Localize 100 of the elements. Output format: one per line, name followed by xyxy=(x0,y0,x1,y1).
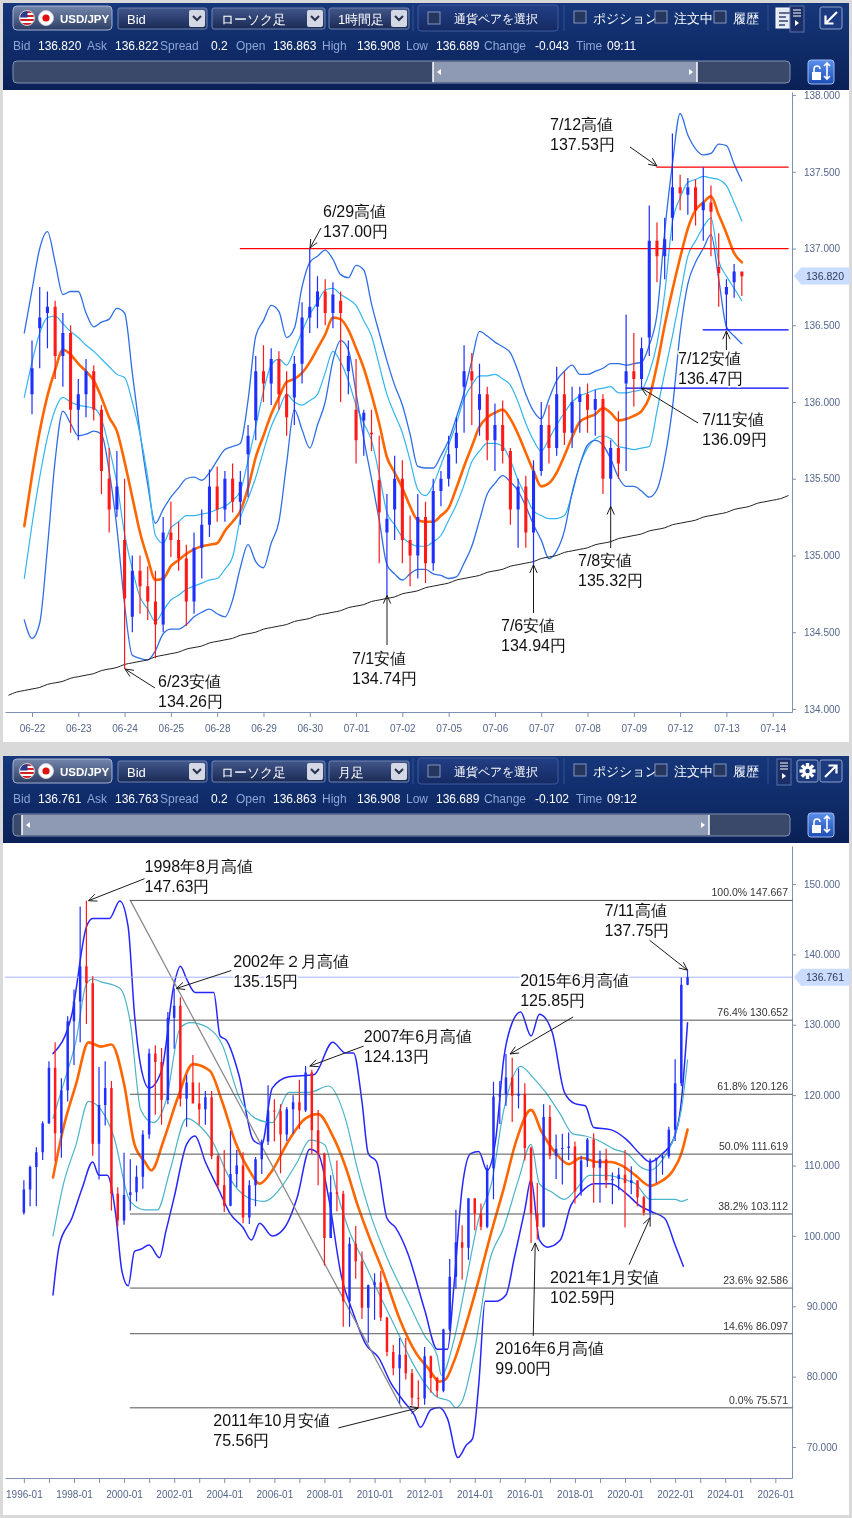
text: Low xyxy=(406,39,429,53)
candlestick xyxy=(601,394,605,495)
candlestick xyxy=(246,425,250,498)
candlestick xyxy=(138,555,142,614)
x-tick-label: 06-22 xyxy=(19,723,46,734)
x-tick-label: 07-05 xyxy=(436,723,463,734)
x-tick-label: 07-02 xyxy=(390,723,417,734)
x-tick-label: 2000-01 xyxy=(106,1489,144,1500)
text: Low xyxy=(406,792,429,806)
text: 09:12 xyxy=(607,792,638,806)
x-tick-label: 07-13 xyxy=(714,723,741,734)
series-label: 0.0% 75.571 xyxy=(729,1393,789,1406)
x-tick-label: 07-01 xyxy=(343,723,370,734)
candlestick xyxy=(30,340,34,415)
x-tick-label: 07-09 xyxy=(621,723,648,734)
candlestick xyxy=(291,1095,295,1134)
candlestick xyxy=(122,1152,126,1225)
text: 履歴 xyxy=(733,10,759,26)
text: 136.863 xyxy=(273,39,317,53)
x-tick-label: 2016-01 xyxy=(506,1489,545,1500)
ref-line-label: 136.761 xyxy=(806,970,845,983)
y-tick-label: 70.000 xyxy=(806,1441,838,1453)
y-tick-label: 130.000 xyxy=(803,1019,841,1031)
candlestick xyxy=(408,515,412,587)
text: 136.689 xyxy=(436,39,480,53)
candlestick xyxy=(598,1150,602,1203)
text: 136.863 xyxy=(273,792,317,806)
x-tick-label: 06-24 xyxy=(112,723,139,734)
dropdown: 1時間足 xyxy=(328,7,410,30)
candlestick xyxy=(709,185,713,257)
x-tick-label: 06-23 xyxy=(66,723,93,734)
y-tick-label: 80.000 xyxy=(806,1371,838,1383)
annotation: 7/11安値 136.09円 xyxy=(702,411,767,448)
y-tick-label: 134.500 xyxy=(803,626,841,638)
annotation: 6/23安値 134.26円 xyxy=(158,673,223,710)
candlestick xyxy=(554,1134,558,1179)
text: Ask xyxy=(87,39,108,53)
text: Time xyxy=(576,792,603,806)
y-tick-label: 120.000 xyxy=(803,1089,841,1101)
y-tick-label: 136.000 xyxy=(803,396,841,408)
dropdown: ローソク足 xyxy=(211,760,326,783)
x-tick-label: 1996-01 xyxy=(6,1489,44,1500)
text: 注文中 xyxy=(674,10,713,26)
button: USD/JPY xyxy=(12,758,113,784)
annotation: 7/1安値 134.74円 xyxy=(352,650,417,687)
text: 0.2 xyxy=(211,39,229,53)
x-tick-label: 2010-01 xyxy=(356,1489,394,1500)
text: 136.820 xyxy=(38,39,82,53)
text: -0.043 xyxy=(535,39,570,53)
text: Open xyxy=(236,792,266,806)
text: Change xyxy=(484,792,527,806)
text: 136.908 xyxy=(357,792,401,806)
x-tick-label: 2022-01 xyxy=(657,1489,695,1500)
button: 通貨ペアを選択 xyxy=(417,4,559,32)
y-tick-label: 135.000 xyxy=(803,550,841,562)
y-tick-label: 136.500 xyxy=(803,319,841,331)
x-tick-label: 07-07 xyxy=(528,723,555,734)
y-tick-label: 134.000 xyxy=(803,703,841,715)
text: 136.689 xyxy=(436,792,480,806)
x-tick-label: 2024-01 xyxy=(707,1489,745,1500)
y-tick-label: 110.000 xyxy=(804,1160,841,1172)
series-label: 50.0% 111.619 xyxy=(718,1140,789,1153)
series-label: 61.8% 120.126 xyxy=(717,1080,789,1093)
x-tick-label: 07-14 xyxy=(760,723,787,734)
x-tick-label: 07-06 xyxy=(482,723,509,734)
text: Open xyxy=(236,39,266,53)
x-tick-label: 07-12 xyxy=(667,723,694,734)
x-tick-label: 2018-01 xyxy=(557,1489,595,1500)
text: 履歴 xyxy=(733,763,759,779)
x-tick-label: 2014-01 xyxy=(456,1489,495,1500)
dropdown: Bid xyxy=(117,7,208,30)
candlestick xyxy=(385,494,389,596)
x-tick-label: 06-25 xyxy=(158,723,185,734)
button: 通貨ペアを選択 xyxy=(417,757,559,785)
annotation: 7/6安値 134.94円 xyxy=(501,617,566,654)
candlestick xyxy=(354,359,358,464)
annotation: 7/8安値 135.32円 xyxy=(578,552,643,589)
x-tick-label: 06-29 xyxy=(251,723,278,734)
x-tick-label: 06-30 xyxy=(297,723,324,734)
dropdown: ローソク足 xyxy=(211,7,326,30)
annotation: 1998年8月高値 147.63円 xyxy=(144,857,254,895)
series-label: 23.6% 92.586 xyxy=(723,1274,789,1287)
y-tick-label: 138.000 xyxy=(803,89,841,101)
annotation: 7/11高値 137.75円 xyxy=(604,902,670,940)
x-tick-label: 07-08 xyxy=(575,723,602,734)
candlestick xyxy=(623,1150,627,1228)
x-tick-label: 2006-01 xyxy=(256,1489,294,1500)
text: Change xyxy=(484,39,527,53)
series-label: 14.6% 86.097 xyxy=(723,1319,789,1332)
x-tick-label: 2026-01 xyxy=(757,1489,795,1500)
candlestick xyxy=(331,282,335,329)
y-tick-label: 137.000 xyxy=(803,243,841,255)
text: High xyxy=(322,792,347,806)
text: Bid xyxy=(13,39,31,53)
candlestick xyxy=(335,1160,339,1212)
series-label: 76.4% 130.652 xyxy=(717,1006,789,1019)
dropdown: Bid xyxy=(117,760,208,783)
text: Spread xyxy=(160,792,199,806)
y-tick-label: 137.500 xyxy=(803,166,841,178)
annotation: 7/12高値 137.53円 xyxy=(550,116,615,153)
